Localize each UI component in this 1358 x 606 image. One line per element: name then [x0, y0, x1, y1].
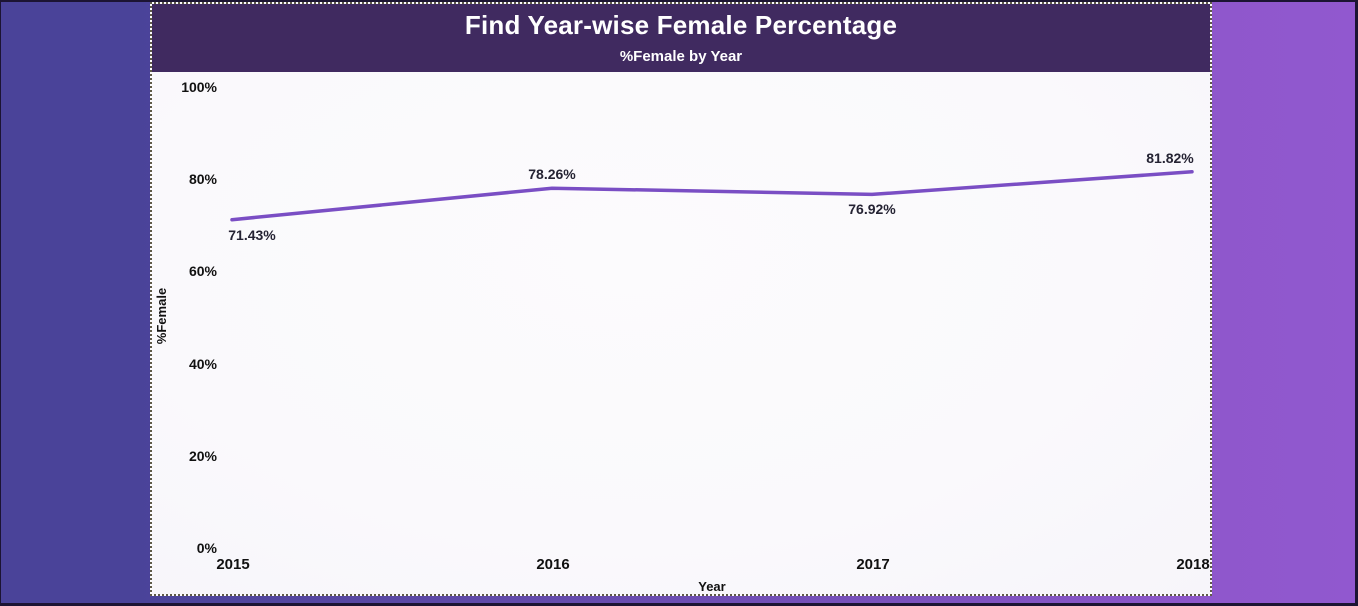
- female-percentage-line-series[interactable]: [152, 72, 1210, 596]
- x-tick-label: 2015: [216, 556, 250, 573]
- x-tick-label: 2016: [536, 556, 570, 573]
- chart-title: Find Year-wise Female Percentage: [464, 10, 898, 40]
- y-tick-label: 0%: [196, 540, 217, 556]
- data-point-label: 76.92%: [848, 201, 896, 218]
- data-point-label: 78.26%: [528, 166, 576, 183]
- data-point-label: 71.43%: [228, 226, 276, 243]
- chart-subtitle: %Female by Year: [619, 48, 743, 65]
- x-axis-title: Year: [698, 579, 726, 594]
- plot-area: %Female 100% 80% 60% 40% 20% 0% 71.43% 78.26% 7…: [152, 72, 1210, 594]
- y-tick-label: 40%: [188, 355, 217, 372]
- y-tick-label: 20%: [188, 447, 217, 464]
- x-tick-label: 2017: [856, 556, 890, 573]
- line-chart-visual[interactable]: Find Year-wise Female Percentage %Female…: [150, 2, 1212, 596]
- x-tick-label: 2018: [1176, 556, 1210, 573]
- y-tick-label: 80%: [188, 171, 217, 188]
- y-tick-label: 100%: [181, 79, 217, 95]
- data-point-label: 81.82%: [1146, 149, 1194, 166]
- series-line[interactable]: [230, 170, 1194, 222]
- chart-header: Find Year-wise Female Percentage %Female…: [152, 4, 1210, 72]
- y-tick-label: 60%: [188, 263, 217, 280]
